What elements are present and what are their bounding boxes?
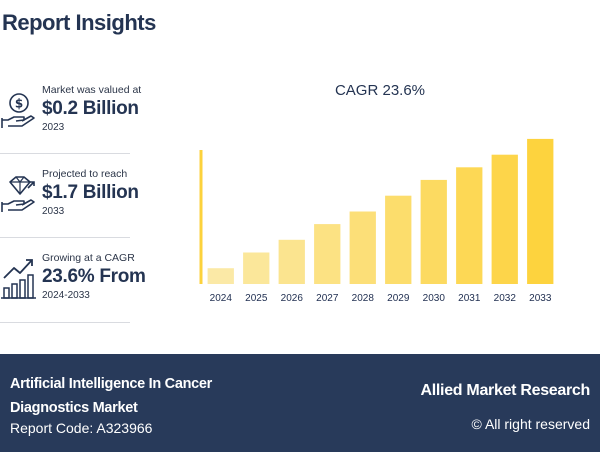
stat-caption: Market was valued at: [42, 84, 142, 96]
x-tick-label: 2031: [458, 293, 481, 304]
stat-value: $1.7 Billion: [42, 182, 139, 203]
stat-caption: Projected to reach: [42, 168, 128, 180]
stat-text: Growing at a CAGR 23.6% From 2024-2033: [42, 252, 146, 301]
stat-year: 2033: [42, 206, 65, 217]
money-hand-icon: $: [0, 90, 38, 130]
x-tick-label: 2029: [387, 293, 410, 304]
stat-divider: [0, 237, 130, 238]
brand-name: Allied Market Research: [420, 382, 591, 399]
report-code: Report Code: A323966: [10, 420, 153, 436]
bar-2031: [456, 167, 483, 284]
stat-year: 2023: [42, 122, 65, 133]
copyright: © All right reserved: [471, 416, 590, 432]
stat-value: $0.2 Billion: [42, 98, 139, 119]
x-tick-label: 2030: [423, 293, 446, 304]
stat-caption: Growing at a CAGR: [42, 252, 135, 264]
bar-chart: 2024 2025 2026 2027 2028 2029 2030 2031 2032 2033: [199, 138, 554, 304]
page-title: Report Insights: [2, 10, 156, 35]
report-title: Artificial Intelligence In Cancer Diagno…: [10, 376, 213, 416]
bar-2027: [314, 224, 341, 284]
stat-text: Projected to reach $1.7 Billion 2033: [42, 168, 142, 217]
footer-banner: Artificial Intelligence In Cancer Diagno…: [0, 354, 600, 452]
stat-year: 2024-2033: [42, 290, 90, 301]
stat-value: 23.6% From: [42, 266, 146, 287]
x-tick-label: 2032: [494, 293, 517, 304]
bar-2025: [243, 252, 270, 284]
svg-text:$: $: [15, 97, 23, 111]
stat-projected-value: Projected to reach $1.7 Billion 2033: [0, 168, 139, 238]
stat-text: Market was valued at $0.2 Billion 2023: [42, 84, 142, 133]
diamond-hand-icon: [0, 174, 38, 214]
bar-2028: [349, 211, 376, 284]
bar-2029: [385, 195, 412, 284]
bar-2032: [491, 154, 518, 284]
bar-2033: [527, 138, 554, 284]
chart-title: CAGR 23.6%: [334, 82, 426, 99]
x-tick-label: 2027: [316, 293, 339, 304]
x-tick-label: 2028: [352, 293, 375, 304]
stat-divider: [0, 322, 130, 323]
growth-chart-icon: [0, 256, 38, 299]
x-tick-label: 2026: [281, 293, 304, 304]
bar-2024: [207, 268, 234, 284]
x-tick-label: 2024: [210, 293, 233, 304]
stat-market-value: $ Market was valued at $0.2 Billion 2023: [0, 84, 141, 154]
stat-cagr: Growing at a CAGR 23.6% From 2024-2033: [0, 252, 146, 322]
x-tick-label: 2025: [245, 293, 268, 304]
x-tick-label: 2033: [529, 293, 552, 304]
bar-2026: [278, 239, 305, 284]
stat-divider: [0, 153, 130, 154]
bar-2030: [420, 179, 447, 284]
